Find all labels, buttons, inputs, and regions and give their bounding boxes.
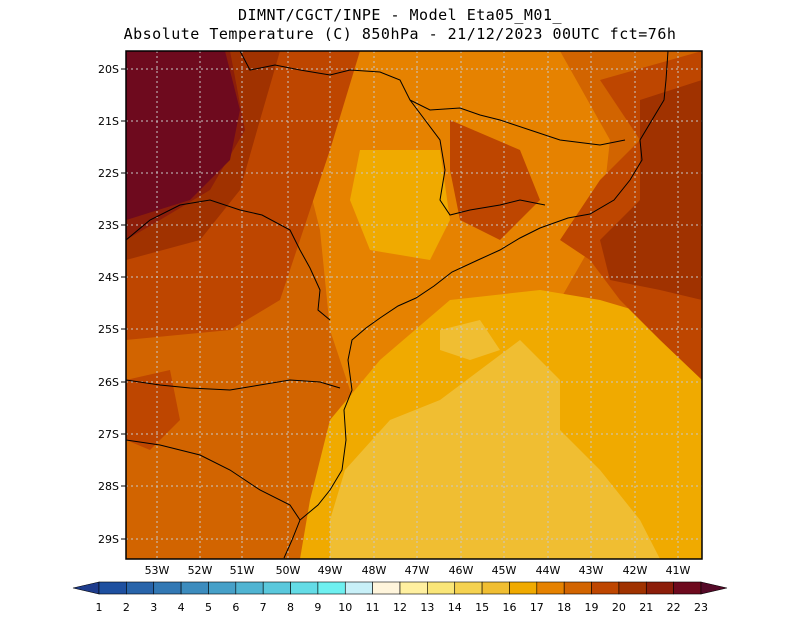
colorbar-label: 18	[557, 601, 571, 614]
colorbar-left-arrow	[72, 581, 100, 595]
latitude-labels: 20S 21S 22S 23S 24S 25S 26S 27S 28S 29S	[98, 63, 119, 546]
lat-label: 22S	[98, 167, 119, 180]
state-border-4	[239, 51, 546, 216]
lat-label: 23S	[98, 219, 119, 232]
lon-label: 45W	[492, 564, 517, 577]
colorbar-label: 16	[502, 601, 516, 614]
colorbar-swatch	[372, 581, 401, 595]
coastline-and-borders	[126, 51, 669, 559]
lon-label: 50W	[276, 564, 301, 577]
field-16c-ocean	[330, 340, 660, 559]
map-title-line2: Absolute Temperature (C) 850hPa - 21/12/…	[123, 25, 677, 43]
colorbar-label: 13	[420, 601, 434, 614]
lon-label: 43W	[579, 564, 604, 577]
lat-lon-grid	[126, 51, 702, 559]
colorbar-label: 9	[314, 601, 321, 614]
lat-label: 28S	[98, 480, 119, 493]
colorbar-label: 15	[475, 601, 489, 614]
lon-label: 47W	[405, 564, 430, 577]
colorbar-swatch	[563, 581, 592, 595]
colorbar-label: 12	[393, 601, 407, 614]
colorbar-label: 2	[123, 601, 130, 614]
colorbar-swatch	[399, 581, 428, 595]
colorbar-swatch	[317, 581, 346, 595]
lat-label: 27S	[98, 428, 119, 441]
colorbar-label: 22	[667, 601, 681, 614]
colorbar-label: 11	[366, 601, 380, 614]
lat-label: 26S	[98, 376, 119, 389]
colorbar-label: 23	[694, 601, 708, 614]
lon-label: 46W	[449, 564, 474, 577]
state-border-2	[126, 379, 341, 391]
colorbar-swatch	[262, 581, 291, 595]
colorbar-right-arrow	[700, 581, 728, 595]
state-border-1	[126, 199, 331, 321]
colorbar-label: 19	[585, 601, 599, 614]
longitude-labels: 53W 52W 51W 50W 49W 48W 47W 46W 45W 44W …	[145, 564, 691, 577]
colorbar-swatch	[126, 581, 155, 595]
map-title-line1: DIMNT/CGCT/INPE - Model Eta05_M01_	[237, 6, 563, 24]
colorbar-swatch	[344, 581, 373, 595]
colorbar-label: 14	[448, 601, 462, 614]
field-20c-east	[600, 80, 702, 300]
colorbar-swatch	[481, 581, 510, 595]
colorbar-swatch	[673, 581, 702, 595]
lon-label: 53W	[145, 564, 170, 577]
colorbar-label: 3	[150, 601, 157, 614]
lat-label: 25S	[98, 323, 119, 336]
lon-label: 48W	[362, 564, 387, 577]
colorbar-label: 4	[178, 601, 185, 614]
lat-label: 29S	[98, 533, 119, 546]
lat-label: 24S	[98, 271, 119, 284]
lat-label: 20S	[98, 63, 119, 76]
colorbar-swatch	[235, 581, 264, 595]
colorbar-label: 10	[338, 601, 352, 614]
colorbar-swatch	[618, 581, 647, 595]
colorbar-swatch	[98, 581, 127, 595]
state-border-3	[126, 439, 301, 521]
lon-label: 49W	[318, 564, 343, 577]
field-18c-band	[300, 51, 610, 420]
colorbar-swatch	[536, 581, 565, 595]
colorbar-swatch	[454, 581, 483, 595]
colorbar-label: 17	[530, 601, 544, 614]
axis-ticks	[121, 68, 126, 540]
lon-label: 52W	[188, 564, 213, 577]
colorbar: 1 2 3 4 5 6 7 8 9 10 11 12 13 14 15 16 17 18 19 20 21 22 23	[72, 581, 728, 614]
lon-label: 42W	[623, 564, 648, 577]
colorbar-label: 21	[639, 601, 653, 614]
colorbar-swatch	[208, 581, 237, 595]
colorbar-swatch	[153, 581, 182, 595]
coastline	[283, 51, 669, 559]
colorbar-label: 20	[612, 601, 626, 614]
colorbar-label: 1	[96, 601, 103, 614]
field-16c-patch	[440, 320, 500, 360]
colorbar-label: 8	[287, 601, 294, 614]
colorbar-label: 6	[232, 601, 239, 614]
field-17c-inland	[350, 150, 450, 260]
colorbar-label: 7	[260, 601, 267, 614]
lat-label: 21S	[98, 115, 119, 128]
field-19c-southwest	[126, 370, 180, 450]
colorbar-swatch	[427, 581, 456, 595]
lon-label: 41W	[666, 564, 691, 577]
lon-label: 51W	[230, 564, 255, 577]
state-border-5	[409, 99, 626, 146]
colorbar-label: 5	[205, 601, 212, 614]
temperature-field	[126, 51, 702, 559]
colorbar-swatch	[509, 581, 538, 595]
colorbar-swatch	[290, 581, 319, 595]
field-22c-west	[126, 51, 240, 220]
colorbar-swatch	[591, 581, 620, 595]
lon-label: 44W	[536, 564, 561, 577]
colorbar-swatch	[645, 581, 674, 595]
plot-frame	[125, 50, 703, 560]
colorbar-swatch	[180, 581, 209, 595]
